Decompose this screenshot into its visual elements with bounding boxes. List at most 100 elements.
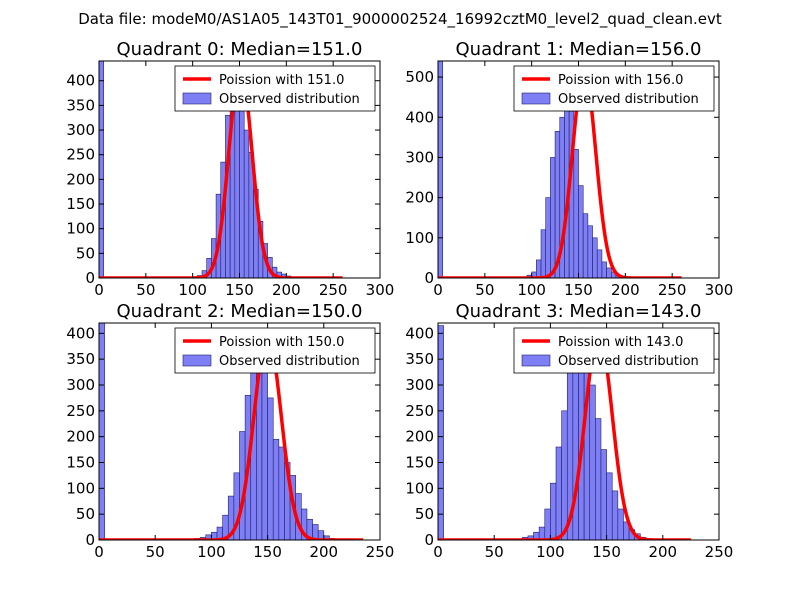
chart-title: Quadrant 3: Median=143.0 [456, 301, 702, 322]
legend-bars-swatch [521, 354, 551, 367]
y-tick-label: 500 [405, 68, 434, 86]
histogram-bar [617, 508, 624, 540]
poisson-curve [438, 69, 683, 278]
histogram-bar [561, 410, 568, 540]
histogram-bar [267, 397, 274, 540]
legend: Poission with 143.0 Observed distribution [513, 327, 715, 374]
histogram-bar [544, 508, 551, 540]
y-tick-label: 50 [76, 244, 95, 262]
histogram-bar [582, 213, 589, 278]
y-tick-label: 50 [76, 505, 95, 523]
legend-box [174, 327, 376, 374]
legend: Poission with 151.0 Observed distribution [174, 65, 376, 112]
x-tick-label: 0 [433, 281, 443, 299]
histogram-bar [555, 446, 562, 540]
legend-bars-label: Observed distribution [558, 92, 699, 107]
y-tick-label: 250 [66, 146, 95, 164]
x-tick-label: 50 [485, 543, 504, 561]
legend-bars-label: Observed distribution [219, 92, 360, 107]
x-tick-label: 250 [705, 543, 734, 561]
histogram-bars [438, 61, 631, 278]
y-tick-label: 250 [66, 402, 95, 420]
histogram-bar [611, 490, 619, 540]
histogram-bar [606, 472, 613, 540]
histogram-bar [606, 267, 612, 278]
y-tick-label: 300 [405, 376, 434, 394]
quadrant-2-chart: Quadrant 2: Median=150.0 0 50 100 150 200 250 0… [66, 301, 394, 561]
y-tick-label: 0 [424, 269, 434, 287]
histogram-bar [538, 526, 546, 540]
histogram-bar [550, 482, 557, 540]
y-tick-label: 350 [405, 350, 434, 368]
y-tick-label: 150 [66, 195, 95, 213]
chart-title: Quadrant 0: Median=151.0 [117, 39, 363, 60]
x-tick-label: 0 [433, 543, 443, 561]
histogram-bar [243, 129, 250, 278]
y-tick-label: 50 [415, 505, 434, 523]
y-tick-label: 200 [66, 428, 95, 446]
histogram-bar [572, 351, 579, 540]
histogram-bar [99, 61, 104, 278]
y-tick-label: 350 [66, 350, 95, 368]
poisson-curve [99, 66, 344, 278]
y-tick-label: 100 [405, 479, 434, 497]
x-tick-label: 0 [94, 543, 104, 561]
x-tick-label: 200 [648, 543, 677, 561]
y-tick-label: 400 [66, 324, 95, 342]
legend-bars-label: Observed distribution [219, 354, 360, 369]
legend: Poission with 150.0 Observed distribution [174, 327, 376, 374]
histogram-bar [587, 225, 593, 278]
y-tick-label: 100 [66, 220, 95, 238]
y-tick-label: 400 [405, 108, 434, 126]
y-tick-label: 200 [66, 170, 95, 188]
histogram-bar [278, 446, 285, 540]
histogram-bar [545, 197, 551, 278]
x-tick-label: 200 [611, 281, 640, 299]
histogram-bar [595, 418, 602, 540]
x-tick-label: 100 [517, 281, 546, 299]
chart-title: Quadrant 1: Median=156.0 [456, 39, 702, 60]
x-tick-label: 150 [253, 543, 282, 561]
y-tick-label: 300 [66, 121, 95, 139]
y-tick-label: 100 [405, 229, 434, 247]
x-tick-label: 250 [319, 281, 348, 299]
y-tick-label: 400 [66, 72, 95, 90]
quadrant-1-chart: Quadrant 1: Median=156.0 0 50 100 150 200 250 3… [405, 39, 733, 299]
x-tick-label: 200 [272, 281, 301, 299]
histogram-bar [536, 259, 542, 278]
x-tick-label: 150 [592, 543, 621, 561]
histogram-bar [540, 229, 547, 278]
x-tick-label: 200 [309, 543, 338, 561]
x-tick-label: 300 [366, 281, 395, 299]
y-tick-label: 300 [405, 148, 434, 166]
y-tick-label: 0 [85, 269, 95, 287]
histogram-bar [600, 449, 607, 540]
y-tick-label: 250 [405, 402, 434, 420]
x-tick-label: 150 [225, 281, 254, 299]
y-tick-label: 0 [424, 531, 434, 549]
y-tick-label: 200 [405, 189, 434, 207]
legend-curve-label: Poission with 151.0 [219, 73, 344, 88]
x-tick-label: 100 [536, 543, 565, 561]
x-tick-label: 50 [146, 543, 165, 561]
axes-frame [437, 322, 720, 541]
histogram-bar [438, 61, 443, 278]
y-tick-label: 200 [405, 428, 434, 446]
legend-curve-label: Poission with 150.0 [219, 335, 344, 350]
y-tick-label: 150 [66, 454, 95, 472]
subplot-grid: Quadrant 0: Median=151.0 0 50 100 150 200 250 3… [66, 39, 733, 561]
x-tick-label: 150 [564, 281, 593, 299]
x-tick-label: 50 [136, 281, 155, 299]
y-tick-label: 0 [85, 531, 95, 549]
histogram-bar [592, 237, 598, 278]
quadrant-0-chart: Quadrant 0: Median=151.0 0 50 100 150 200 250 3… [66, 39, 394, 299]
legend-curve-label: Poission with 143.0 [558, 335, 683, 350]
y-tick-label: 400 [405, 324, 434, 342]
y-tick-label: 300 [66, 376, 95, 394]
legend-bars-swatch [182, 354, 212, 367]
x-tick-label: 250 [366, 543, 395, 561]
histogram-bar [272, 438, 280, 540]
quadrant-3-chart: Quadrant 3: Median=143.0 0 50 100 150 200 250 0… [405, 301, 733, 561]
histogram-bar [239, 105, 245, 278]
x-tick-label: 100 [197, 543, 226, 561]
